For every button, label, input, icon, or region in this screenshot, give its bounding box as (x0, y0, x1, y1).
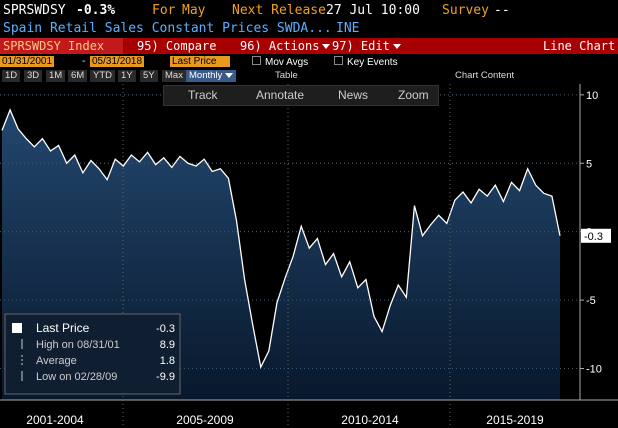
survey-value: -- (494, 3, 510, 18)
security-field[interactable]: SPRSWDSY Index (0, 38, 123, 54)
legend-value: -9.9 (156, 371, 175, 383)
key-events-label: Key Events (347, 57, 398, 68)
date-separator: - (82, 56, 86, 67)
table-button[interactable]: Table (272, 70, 301, 82)
chart-tool[interactable]: Annotate (256, 88, 305, 102)
last-price-tag (581, 228, 611, 243)
for-label: For (152, 3, 176, 18)
ticker: SPRSWDSY (3, 3, 66, 18)
x-tick-label: 2015-2019 (486, 413, 544, 427)
period-button[interactable]: Max (162, 70, 186, 82)
mov-avgs-label: Mov Avgs (265, 57, 309, 68)
period-button[interactable]: 1D (2, 70, 21, 82)
edit-button[interactable]: 97) Edit (332, 38, 401, 54)
y-tick-label: 10 (586, 90, 598, 102)
chart-tool[interactable]: Zoom (398, 88, 429, 102)
period-button[interactable]: 5Y (140, 70, 158, 82)
for-value: May (182, 3, 206, 18)
x-tick-label: 2005-2009 (176, 413, 234, 427)
legend-swatch (12, 323, 22, 333)
actions-button[interactable]: 96) Actions (240, 38, 331, 54)
field-select[interactable]: Last Price (170, 56, 231, 67)
legend-box (4, 313, 181, 395)
chart-content-button[interactable]: Chart Content (452, 70, 518, 82)
description: Spain Retail Sales Constant Prices SWDA.… (3, 21, 332, 36)
checkbox (252, 56, 261, 65)
y-tick-label: -5 (586, 295, 596, 307)
legend-label: Last Price (36, 321, 90, 335)
period-button[interactable]: 1Y (118, 70, 136, 82)
legend-label: Average (36, 355, 77, 367)
view-label: Line Chart (543, 39, 616, 53)
end-date[interactable]: 05/31/2018 (90, 56, 145, 67)
change: -0.3% (76, 3, 116, 18)
source: INE (336, 21, 360, 36)
x-tick-label: 2010-2014 (341, 413, 399, 427)
legend-label: Low on 02/28/09 (36, 371, 117, 383)
chart-tool[interactable]: News (338, 88, 369, 102)
period-button[interactable]: 6M (68, 70, 88, 82)
edit-label: 97) Edit (332, 39, 390, 53)
period-button[interactable]: 1M (46, 70, 66, 82)
chart-toolbar (163, 85, 439, 106)
key-events[interactable]: Key Events (334, 56, 398, 68)
frequency-select[interactable]: Monthly (186, 70, 237, 82)
y-tick-label: 5 (586, 158, 592, 170)
legend-value: -0.3 (156, 323, 175, 335)
release-label: Next Release (232, 3, 326, 18)
legend-value: 1.8 (160, 355, 175, 367)
compare-button[interactable]: 95) Compare (137, 39, 217, 53)
period-button[interactable]: YTD (90, 70, 115, 82)
legend-value: 8.9 (160, 339, 175, 351)
x-tick-label: 2001-2004 (26, 413, 84, 427)
actions-label: 96) Actions (240, 39, 320, 53)
survey-label: Survey (442, 3, 489, 18)
last-price-label: -0.3 (584, 231, 603, 243)
line (1, 108, 561, 370)
release-value: 27 Jul 10:00 (326, 3, 420, 18)
checkbox (334, 56, 343, 65)
start-date[interactable]: 01/31/2001 (0, 56, 55, 67)
mov-avgs[interactable]: Mov Avgs (252, 56, 308, 68)
frequency-label: Monthly (189, 70, 223, 81)
chart-tool[interactable]: Track (188, 88, 218, 102)
y-tick-label: -10 (586, 364, 602, 376)
period-button[interactable]: 3D (24, 70, 43, 82)
toolbar (0, 38, 618, 54)
legend-label: High on 08/31/01 (36, 339, 120, 351)
